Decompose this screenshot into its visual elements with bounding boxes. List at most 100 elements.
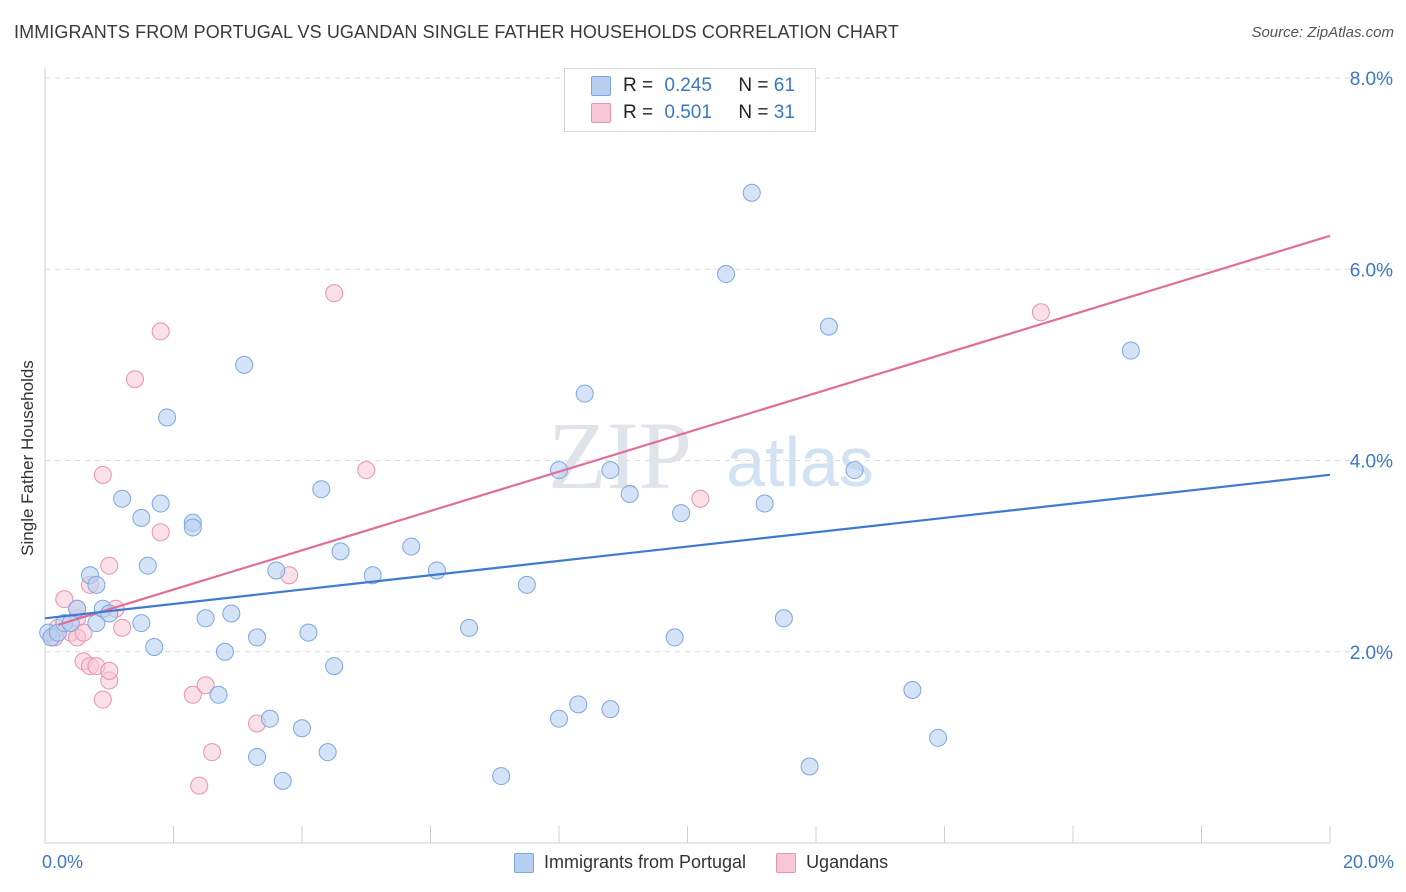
blue-swatch — [591, 76, 611, 96]
ugandans-point — [196, 676, 215, 695]
ugandans-point — [125, 370, 144, 389]
portugal-point — [100, 604, 119, 623]
portugal-point — [260, 709, 279, 728]
portugal-point — [492, 767, 511, 786]
portugal-point — [672, 504, 691, 523]
ugandans-point — [325, 284, 344, 303]
portugal-point — [87, 575, 106, 594]
portugal-point — [845, 461, 864, 480]
portugal-point — [517, 575, 536, 594]
portugal-point — [755, 494, 774, 513]
portugal-point — [248, 628, 267, 647]
r-label: R = — [623, 102, 654, 123]
legend-item-ugandans: Ugandans — [776, 852, 888, 873]
y-tick-label: 2.0% — [1350, 643, 1393, 664]
series-legend: Immigrants from Portugal Ugandans — [514, 852, 918, 873]
ugandans-point — [93, 690, 112, 709]
portugal-point — [299, 623, 318, 642]
portugal-point — [717, 265, 736, 284]
ugandans-point — [151, 523, 170, 542]
trend-lines — [44, 234, 1331, 627]
portugal-point — [151, 494, 170, 513]
portugal-point — [929, 728, 948, 747]
portugal-point — [209, 685, 228, 704]
ugandans-point — [151, 322, 170, 341]
portugal-point — [138, 556, 157, 575]
ugandans-point — [100, 661, 119, 680]
portugal-point — [800, 757, 819, 776]
portugal-point — [427, 561, 446, 580]
portugal-point — [460, 618, 479, 637]
portugal-point — [318, 743, 337, 762]
portugal-point — [742, 183, 761, 202]
n-label: N = — [738, 75, 769, 96]
portugal-point — [248, 747, 267, 766]
watermark-atlas: atlas — [726, 423, 874, 501]
portugal-point — [601, 461, 620, 480]
blue-n-value: 61 — [773, 75, 795, 96]
portugal-point — [273, 771, 292, 790]
y-tick-label: 4.0% — [1350, 452, 1393, 473]
ugandans-point — [1031, 303, 1050, 322]
portugal-point — [665, 628, 684, 647]
watermark: ZIP atlas — [548, 402, 874, 509]
portugal-point — [312, 480, 331, 499]
r-label: R = — [623, 75, 654, 96]
pink-swatch — [591, 103, 611, 123]
portugal-point — [331, 542, 350, 561]
legend-row-pink: R = 0.501 N = 31 — [565, 100, 795, 126]
portugal-point — [158, 408, 177, 427]
ugandans-point — [190, 776, 209, 795]
ugandans-swatch — [776, 852, 797, 873]
ugandans-point — [113, 618, 132, 637]
portugal-point — [575, 384, 594, 403]
portugal-point — [819, 317, 838, 336]
portugal-point — [601, 700, 620, 719]
portugal-point — [113, 489, 132, 508]
ugandans-trend-line — [57, 234, 1331, 627]
portugal-point — [196, 609, 215, 628]
portugal-point — [325, 657, 344, 676]
legend-label-portugal: Immigrants from Portugal — [544, 852, 747, 872]
portugal-swatch — [514, 852, 534, 873]
pink-r-value: 0.501 — [664, 102, 712, 123]
portugal-point — [132, 614, 151, 633]
series-portugal — [39, 183, 1140, 790]
portugal-point — [550, 709, 568, 728]
ugandans-point — [357, 461, 376, 480]
legend-item-portugal: Immigrants from Portugal — [514, 852, 746, 873]
blue-r-value: 0.245 — [664, 75, 712, 96]
ugandans-point — [183, 685, 202, 704]
ugandans-point — [100, 556, 119, 575]
legend-row-blue: R = 0.245 N = 61 — [565, 73, 795, 99]
portugal-point — [267, 561, 286, 580]
portugal-point — [363, 566, 382, 585]
n-label: N = — [738, 102, 769, 123]
y-tick-label: 6.0% — [1350, 260, 1393, 281]
portugal-point — [145, 637, 164, 656]
portugal-point — [132, 508, 151, 527]
portugal-point — [1121, 341, 1140, 360]
portugal-point — [235, 355, 254, 374]
portugal-trend-line — [44, 473, 1331, 620]
chart-title: IMMIGRANTS FROM PORTUGAL VS UGANDAN SING… — [14, 22, 899, 42]
axes — [44, 68, 1331, 844]
y-tick-label: 8.0% — [1350, 69, 1393, 90]
correlation-legend: R = 0.245 N = 61 R = 0.501 N = 31 — [564, 68, 816, 132]
portugal-point — [402, 537, 421, 556]
portugal-point — [569, 695, 588, 714]
ugandans-point — [74, 623, 93, 642]
x-tick-min: 0.0% — [42, 852, 84, 872]
portugal-point — [903, 681, 922, 699]
portugal-point — [293, 719, 311, 738]
portugal-point — [620, 484, 639, 503]
ugandans-point — [55, 590, 74, 609]
portugal-point — [183, 518, 202, 537]
watermark-zip: ZIP — [548, 402, 692, 509]
source-label: Source: ZipAtlas.com — [1251, 24, 1394, 41]
portugal-point — [68, 599, 87, 618]
x-tick-max: 20.0% — [1342, 852, 1394, 872]
y-tick-labels: 2.0% 4.0% 6.0% 8.0% — [1350, 69, 1393, 664]
series-ugandans — [42, 284, 1050, 795]
